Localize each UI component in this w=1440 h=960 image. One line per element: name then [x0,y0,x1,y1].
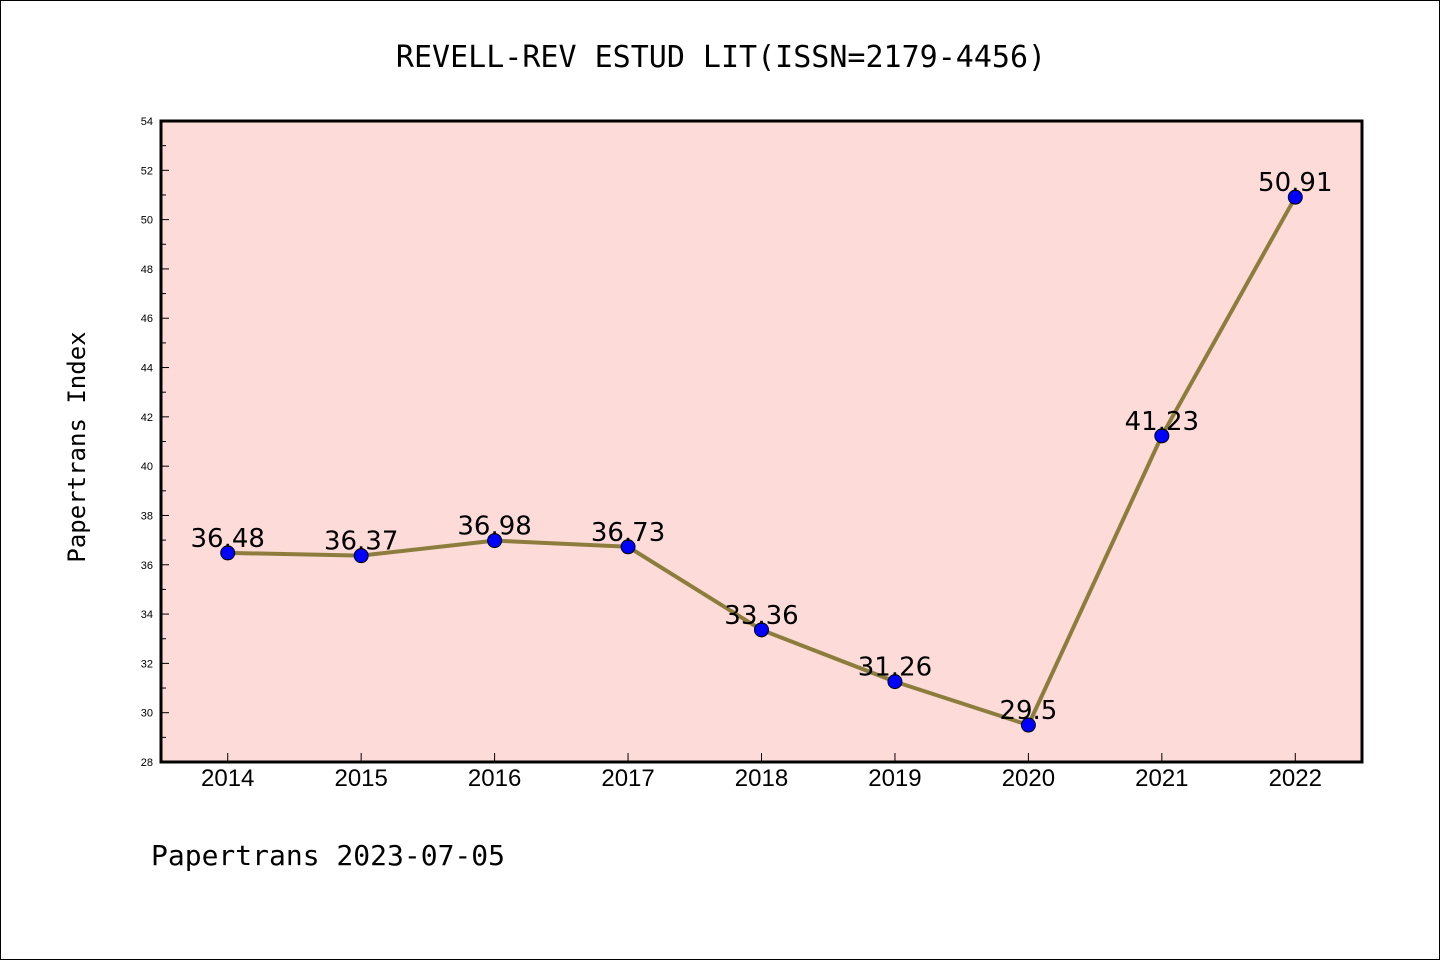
x-tick-label: 2015 [334,765,387,792]
data-point [1287,189,1303,205]
data-label: 50.91 [1258,168,1332,198]
data-point [754,622,769,638]
x-tick-label: 2021 [1135,765,1188,792]
data-label: 31.26 [858,653,932,683]
data-point [220,545,236,561]
x-tick-label: 2022 [1269,765,1322,792]
y-axis-label: Papertrans Index [63,331,91,562]
y-axis: 28 30 32 34 36 38 40 42 44 46 48 50 52 54 [141,116,169,769]
y-tick-label: 44 [141,363,153,375]
data-point [353,548,369,564]
x-tick-label: 2020 [1002,765,1055,792]
x-tick-label: 2016 [468,765,521,792]
y-tick-label: 36 [141,560,153,572]
x-axis: 2014 2015 2016 2017 2018 2019 2020 2021 2022 [201,753,1322,792]
data-point [1154,428,1170,444]
x-tick-label: 2014 [201,765,254,792]
y-tick-label: 48 [141,264,153,276]
data-point [1020,717,1036,733]
data-labels: 36.48 36.37 36.98 36.73 33.36 31.26 29.5 41.23 5… [191,168,1333,726]
y-tick-label: 50 [141,215,153,227]
data-label: 36.37 [324,527,398,557]
plot-border [159,119,1364,764]
y-tick-label: 38 [141,510,153,522]
y-tick-label: 32 [141,658,153,670]
y-tick-label: 52 [141,165,153,177]
y-tick-label: 28 [141,757,153,769]
data-label: 36.98 [457,512,531,542]
y-tick-label: 40 [141,461,153,473]
plot-area [161,121,1362,762]
y-tick-label: 34 [141,609,153,621]
y-tick-label: 46 [141,313,153,325]
data-points [220,189,1303,733]
data-label: 36.48 [191,524,265,554]
data-label: 41.23 [1125,407,1199,437]
y-tick-label: 42 [141,412,153,424]
data-point [487,533,503,549]
footer-credit: Papertrans 2023-07-05 [151,839,505,872]
chart-title: REVELL-REV ESTUD LIT(ISSN=2179-4456) [396,40,1046,75]
data-label: 36.73 [591,518,665,548]
data-label: 29.5 [999,696,1057,726]
x-tick-label: 2018 [735,765,788,792]
x-tick-label: 2019 [868,765,921,792]
data-point [620,539,636,555]
y-tick-label: 30 [141,708,153,720]
x-tick-label: 2017 [601,765,654,792]
y-tick-label: 54 [141,116,153,128]
data-label: 33.36 [724,601,798,631]
data-point [887,674,903,690]
